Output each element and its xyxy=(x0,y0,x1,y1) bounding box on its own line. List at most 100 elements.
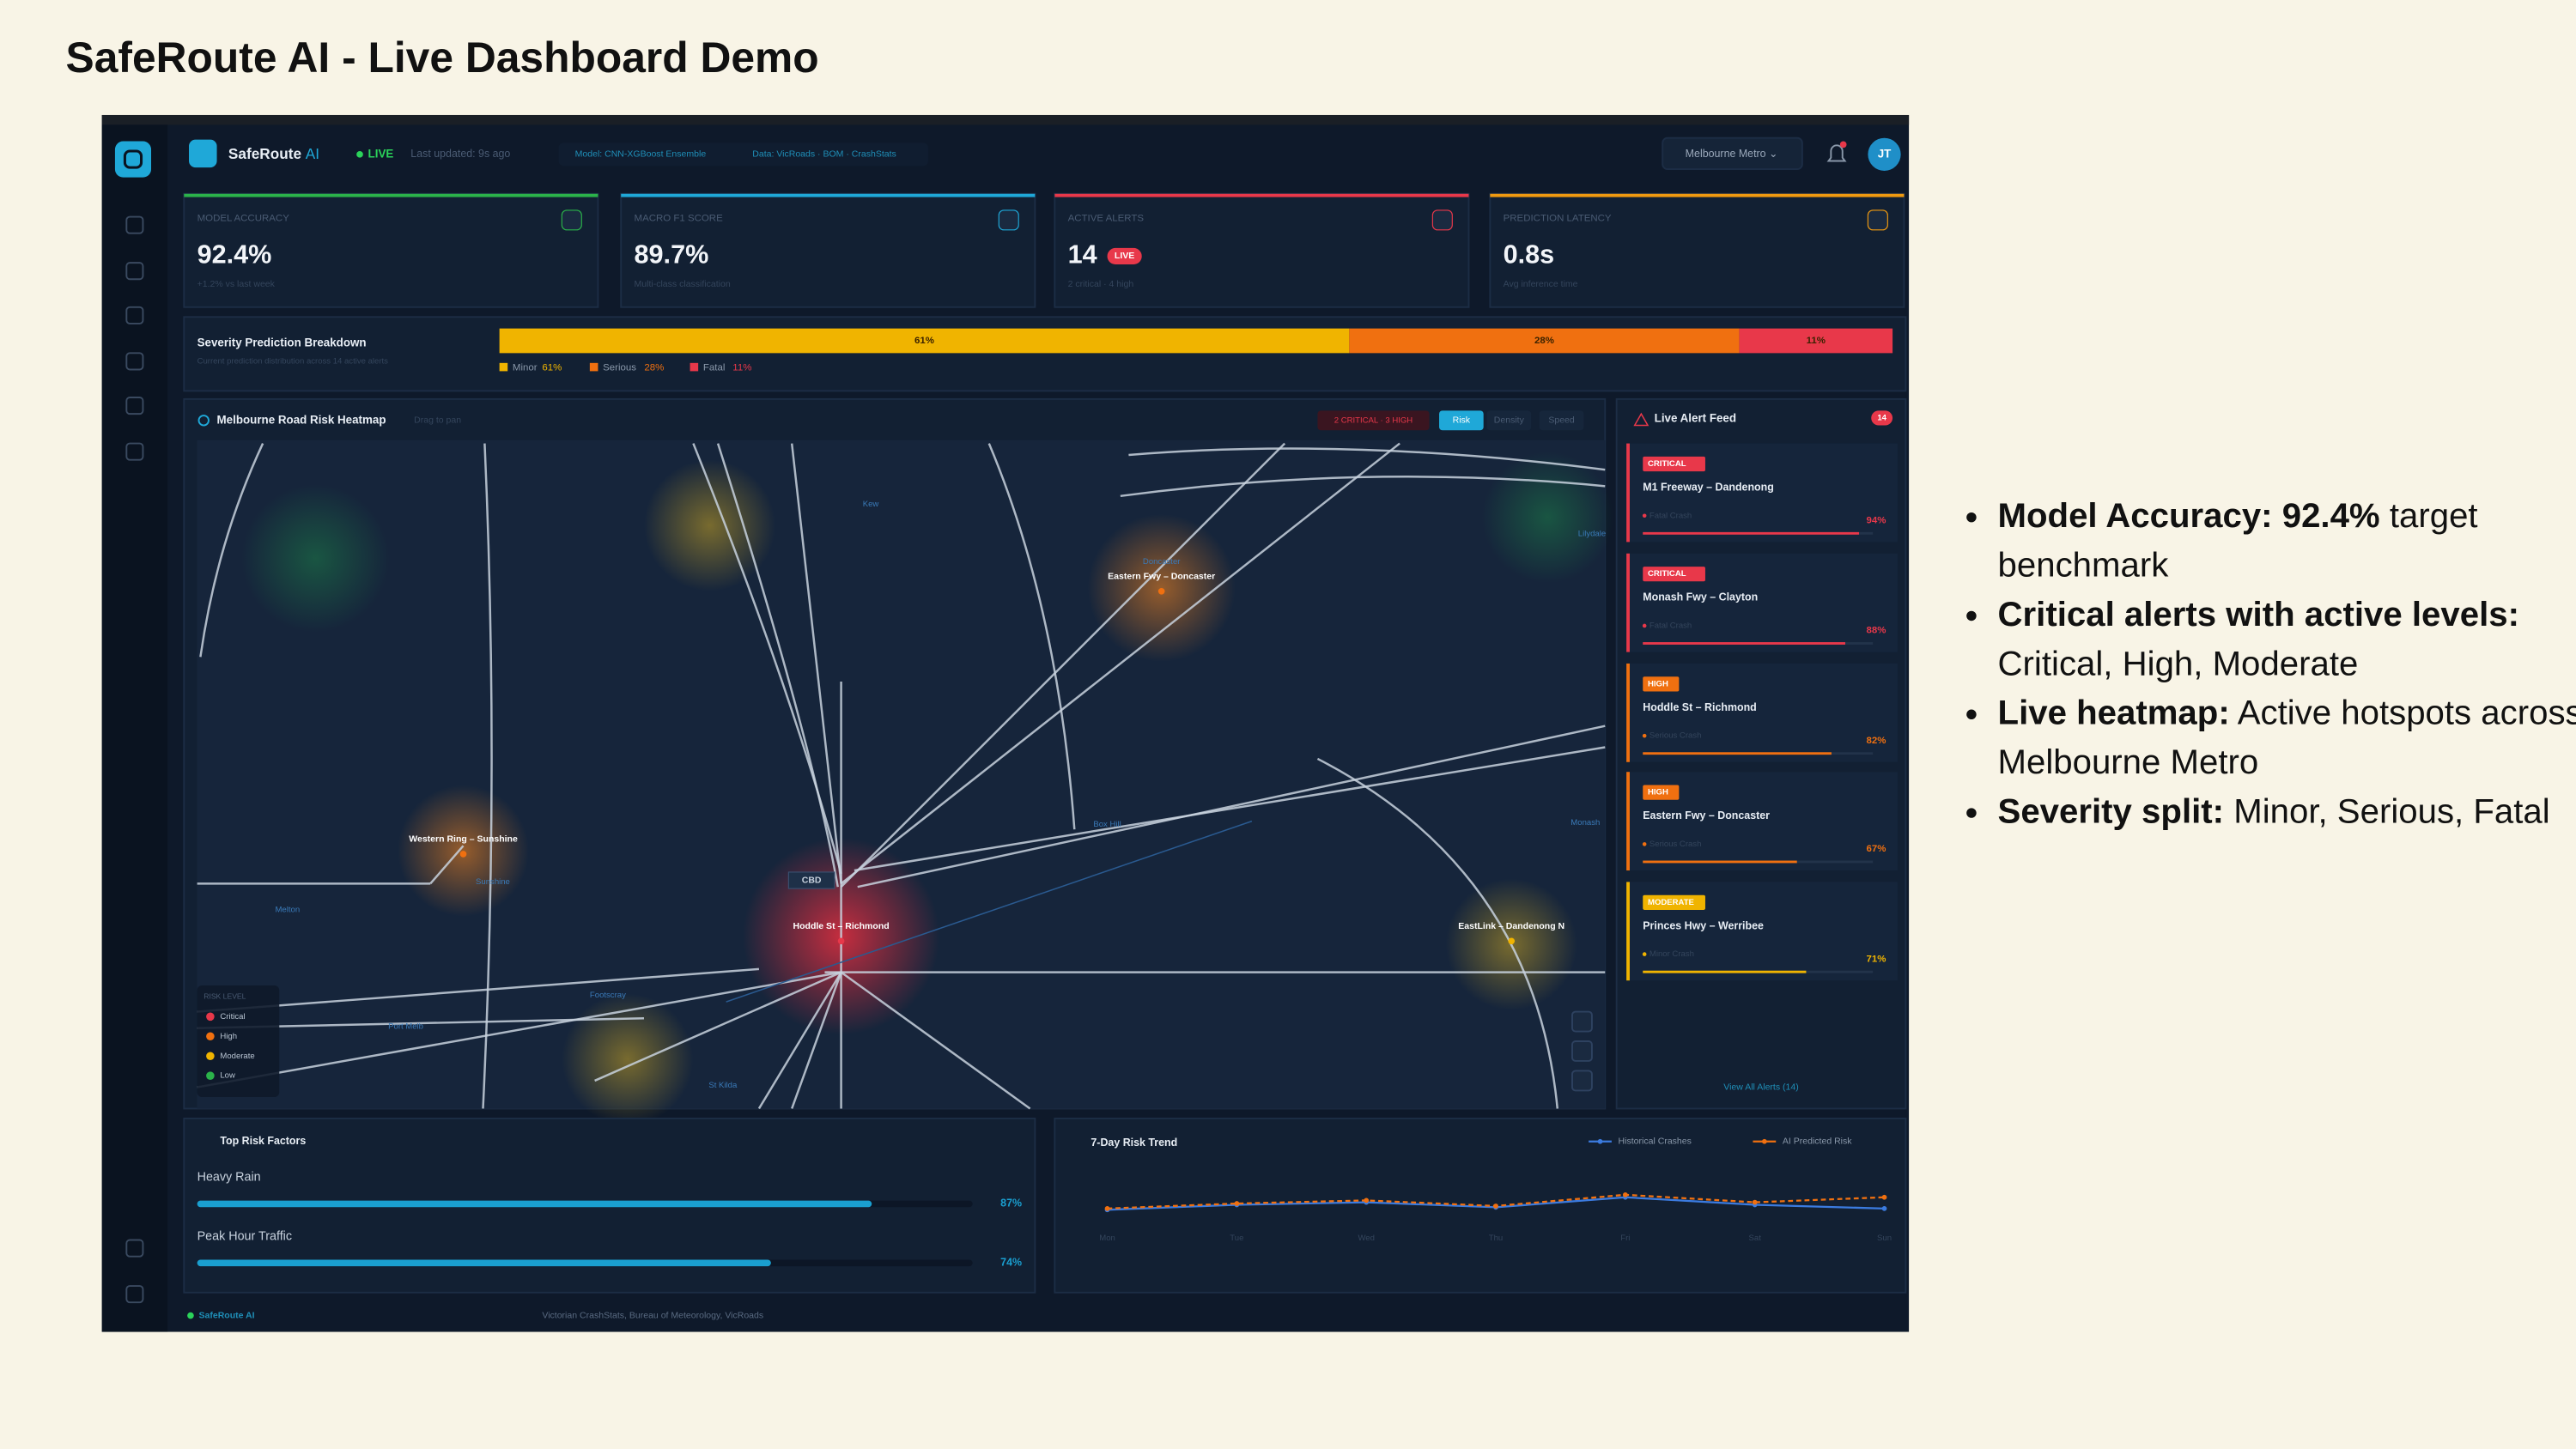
place-label: St Kilda xyxy=(708,1081,738,1090)
bullet-text: Critical, High, Moderate xyxy=(1997,645,2359,683)
alert-sub: Minor Crash xyxy=(1649,949,1694,959)
alert-title: Live Alert Feed xyxy=(1655,411,1736,424)
alert-icon xyxy=(1633,412,1649,427)
hotspot-label: Western Ring – Sunshine xyxy=(409,834,518,844)
alert-level: HIGH xyxy=(1648,788,1668,797)
kpi-label: PREDICTION LATENCY xyxy=(1504,213,1612,223)
kpi-icon xyxy=(1431,209,1453,231)
bullet: Live heatmap: Active hotspots across Mel… xyxy=(1998,690,2576,789)
trend-point xyxy=(1752,1199,1758,1205)
severity-legend-name: Minor xyxy=(513,363,538,373)
road xyxy=(840,442,1400,885)
severity-panel xyxy=(183,316,1907,392)
map-control[interactable] xyxy=(1571,1070,1593,1092)
bell-icon xyxy=(1826,144,1847,162)
hotspot-label: EastLink – Dandenong N xyxy=(1458,921,1564,931)
kpi-value: 14 xyxy=(1068,240,1097,270)
hotspot-dot xyxy=(459,851,467,858)
map-toggle-label[interactable]: Speed xyxy=(1548,415,1575,426)
bell-dot xyxy=(1839,141,1847,149)
hotspot-dot xyxy=(1508,937,1516,945)
bullet-bold: Critical alerts with active levels: xyxy=(1997,596,2519,634)
alert-card-border xyxy=(1626,772,1630,871)
place-label: Box Hill xyxy=(1093,820,1121,829)
kpi-sub: 2 critical · 4 high xyxy=(1068,279,1134,289)
kpi-accent xyxy=(1054,193,1469,197)
trend-x-label: Fri xyxy=(1620,1234,1630,1243)
data-info: Data: VicRoads · BOM · CrashStats xyxy=(752,149,896,160)
map-toggle xyxy=(1439,410,1484,431)
header-logo xyxy=(189,139,217,168)
alert-card-border xyxy=(1626,443,1630,543)
risk-name: Heavy Rain xyxy=(197,1171,261,1185)
kpi-card xyxy=(1489,192,1905,308)
alert-location: Monash Fwy – Clayton xyxy=(1643,591,1758,603)
alert-footer[interactable]: View All Alerts (14) xyxy=(1723,1082,1798,1092)
kpi-card xyxy=(183,192,599,308)
brand: SafeRoute AI xyxy=(228,144,319,161)
map-toggle-label[interactable]: Risk xyxy=(1453,415,1471,426)
cbd-label: CBD xyxy=(802,875,822,885)
severity-legend-value: 11% xyxy=(732,363,751,373)
cbd-box xyxy=(787,871,835,889)
alert-location: Eastern Fwy – Doncaster xyxy=(1643,809,1770,822)
place-label: Melton xyxy=(275,905,300,914)
alert-card-border xyxy=(1626,663,1630,762)
sidebar-logo-inner xyxy=(123,149,143,169)
risk-bar xyxy=(197,1200,872,1208)
alert-sub: Fatal Crash xyxy=(1649,621,1692,630)
risk-title: Top Risk Factors xyxy=(220,1135,306,1147)
map-badge xyxy=(1317,410,1430,431)
top-strip xyxy=(101,114,1910,125)
trend-point xyxy=(1881,1205,1887,1211)
heat-glow xyxy=(1481,452,1613,584)
kpi-badge xyxy=(1107,247,1142,265)
alert-value: 82% xyxy=(1866,736,1886,746)
heat-glow xyxy=(562,993,694,1125)
map-legend-swatch xyxy=(206,1012,215,1022)
alert-sub: Serious Crash xyxy=(1649,840,1702,849)
place-label: Lilydale xyxy=(1578,529,1606,538)
sidebar-icon xyxy=(125,397,144,415)
trend-point xyxy=(1104,1205,1110,1211)
road xyxy=(1128,447,1606,471)
dashboard-screenshot: SafeRoute AI LIVE Last updated: 9s ago Mode… xyxy=(101,114,1910,1332)
severity-legend-swatch xyxy=(499,362,508,372)
alert-count: 14 xyxy=(1877,413,1886,422)
trend-legend-label: Historical Crashes xyxy=(1619,1137,1692,1147)
place-label: Doncaster xyxy=(1143,557,1181,567)
map-legend-label: High xyxy=(220,1032,237,1041)
brand-name: SafeRoute xyxy=(228,144,301,161)
bullet-bold: Model Accuracy: 92.4% xyxy=(1997,497,2380,536)
trend-title: 7-Day Risk Trend xyxy=(1091,1137,1177,1149)
alert-value: 71% xyxy=(1866,954,1886,964)
severity-legend-value: 61% xyxy=(542,363,562,373)
kpi-accent xyxy=(621,193,1036,197)
risk-name: Peak Hour Traffic xyxy=(197,1229,292,1243)
sidebar-icon xyxy=(125,215,144,234)
road-minor xyxy=(726,820,1253,1003)
map-toggle-label[interactable]: Density xyxy=(1494,415,1525,426)
trend-x-label: Sat xyxy=(1749,1234,1762,1243)
place-label: Footscray xyxy=(590,991,626,1000)
hotspot-label: Eastern Fwy – Doncaster xyxy=(1108,571,1215,581)
map-hint: Drag to pan xyxy=(414,415,461,426)
alert-sub-dot xyxy=(1642,952,1647,956)
severity-segment-label: 61% xyxy=(914,336,934,346)
map-control[interactable] xyxy=(1571,1040,1593,1062)
place-label: Port Melb xyxy=(388,1022,423,1031)
alert-level: MODERATE xyxy=(1648,898,1694,907)
kpi-card xyxy=(620,192,1036,308)
place-label: Monash xyxy=(1571,818,1600,828)
trend-x-label: Sun xyxy=(1877,1234,1892,1243)
road xyxy=(482,443,493,1109)
alert-level-badge xyxy=(1643,456,1705,472)
map-control[interactable] xyxy=(1571,1010,1593,1033)
severity-legend-name: Serious xyxy=(603,363,636,373)
severity-legend-swatch xyxy=(690,362,699,372)
heat-glow xyxy=(241,484,390,633)
severity-segment xyxy=(1349,328,1740,354)
kpi-label: MODEL ACCURACY xyxy=(197,213,290,223)
alert-value: 67% xyxy=(1866,844,1886,854)
